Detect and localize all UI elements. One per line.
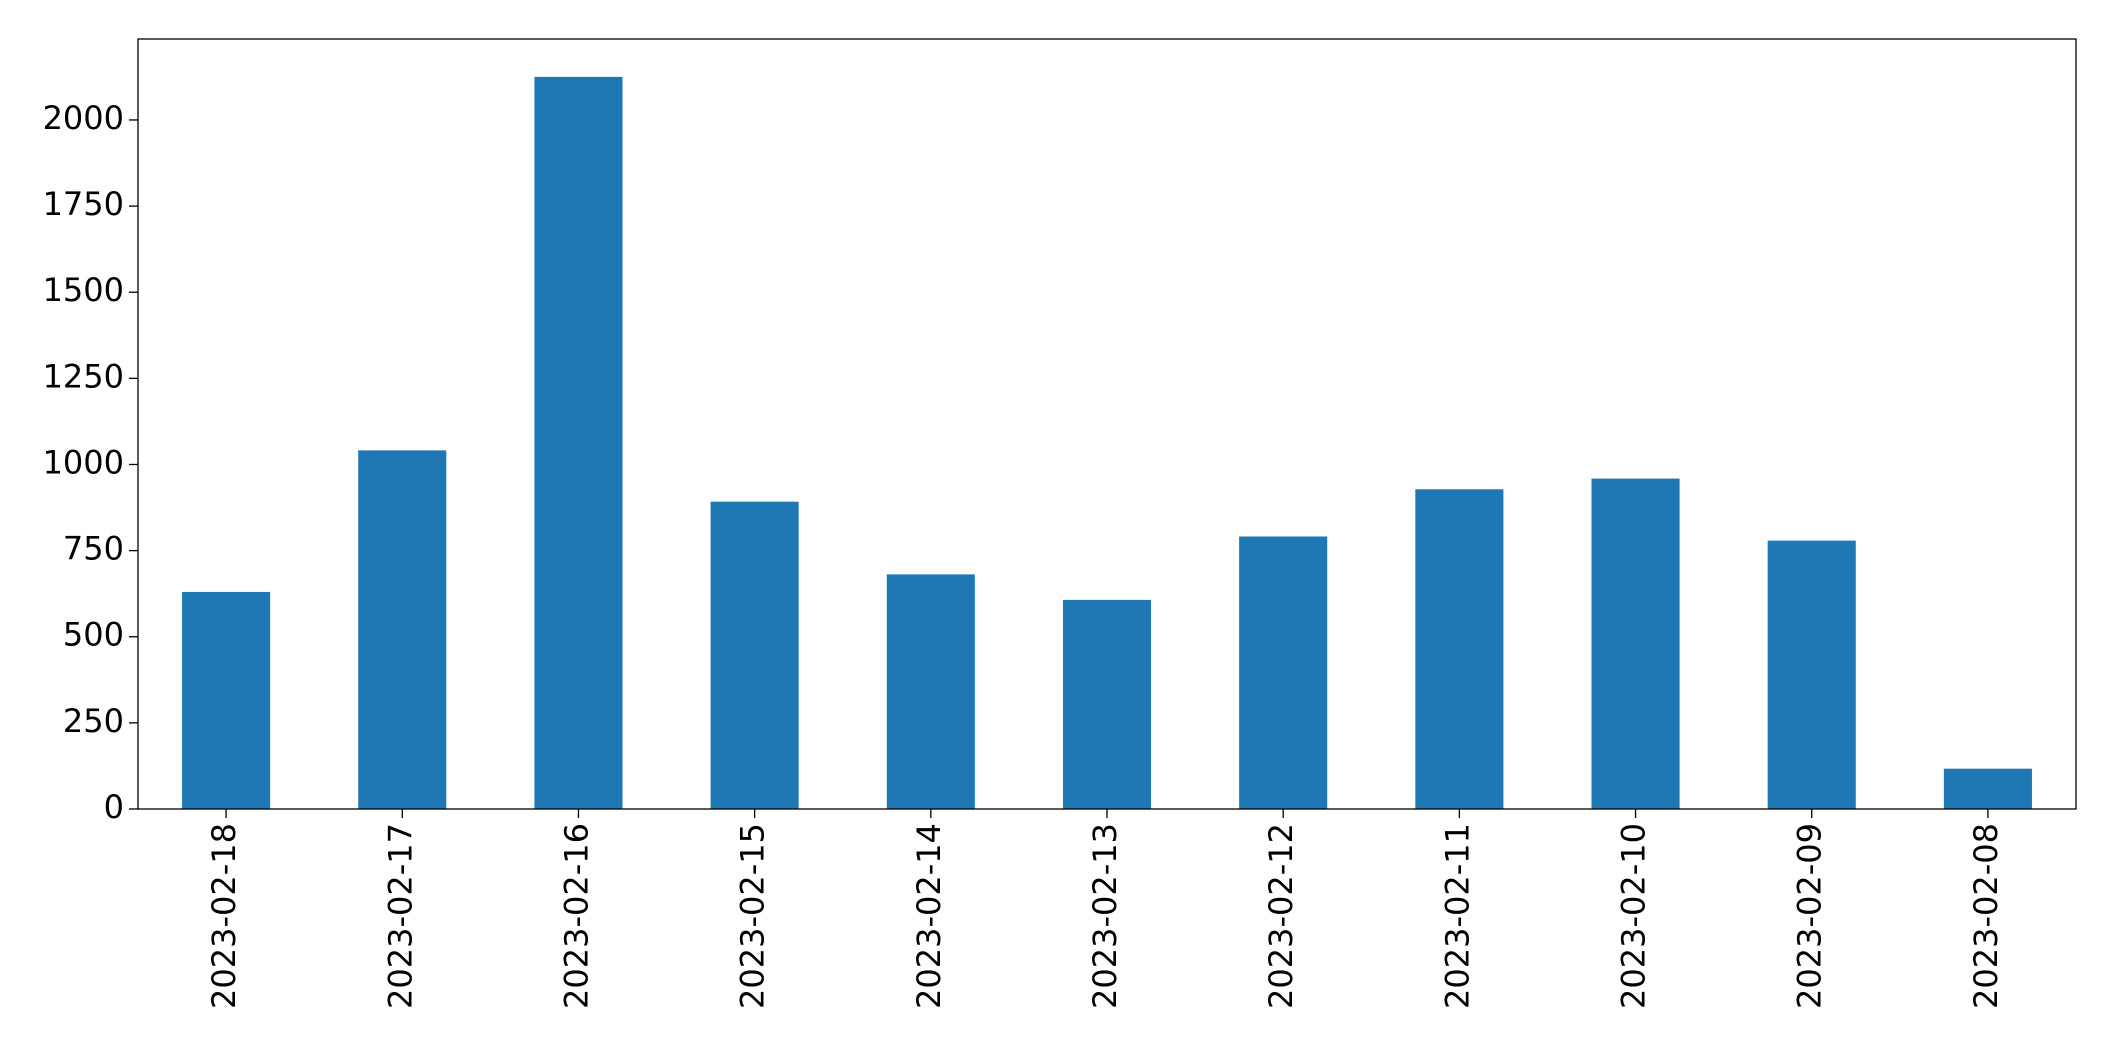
bar (710, 501, 799, 809)
bar (1767, 540, 1856, 809)
bar (358, 450, 447, 809)
plot-frame (137, 38, 2077, 810)
bar (1062, 599, 1152, 809)
x-tick-label: 2023-02-10 (1615, 823, 1653, 1009)
bar (182, 591, 271, 809)
x-tick-label: 2023-02-08 (1967, 823, 2005, 1009)
y-tick-label: 750 (63, 530, 124, 568)
y-tick-label: 2000 (43, 99, 124, 137)
bar (534, 76, 623, 809)
y-tick-label: 500 (63, 616, 124, 654)
y-tick-label: 1750 (43, 185, 124, 223)
bar (1591, 478, 1680, 809)
x-tick-label: 2023-02-16 (557, 823, 595, 1009)
y-tick-label: 0 (104, 788, 124, 826)
bar (886, 574, 975, 809)
x-tick-label: 2023-02-14 (910, 823, 948, 1009)
bar (1239, 536, 1328, 809)
y-tick-label: 250 (63, 702, 124, 740)
x-tick-label: 2023-02-18 (205, 823, 243, 1009)
x-tick-label: 2023-02-11 (1438, 823, 1476, 1009)
x-tick-label: 2023-02-13 (1086, 823, 1124, 1009)
bar (1943, 768, 2032, 809)
y-tick-label: 1250 (43, 357, 124, 395)
x-tick-label: 2023-02-12 (1262, 823, 1300, 1009)
bar (1415, 489, 1504, 809)
y-tick-label: 1000 (43, 443, 124, 481)
y-tick-label: 1500 (43, 271, 124, 309)
x-tick-label: 2023-02-15 (734, 823, 772, 1009)
x-tick-label: 2023-02-09 (1791, 823, 1829, 1009)
x-tick-label: 2023-02-17 (381, 823, 419, 1009)
